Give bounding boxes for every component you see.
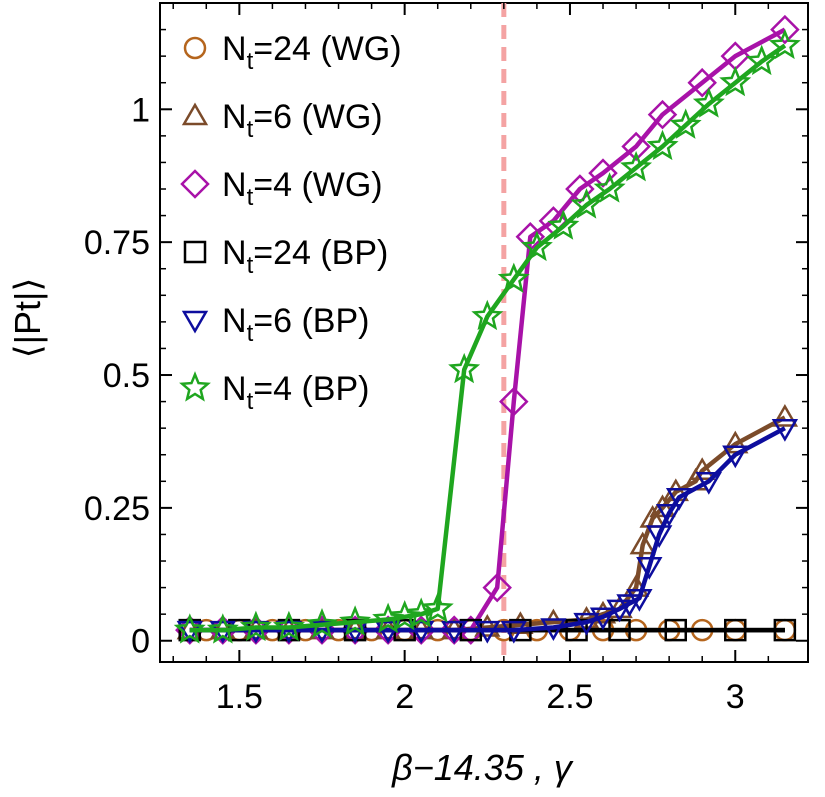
- data-point-nt-4-wg: [621, 131, 651, 162]
- x-tick-label: 2: [395, 678, 414, 716]
- data-point-nt-6-bp: [308, 620, 336, 644]
- data-point-nt-6-bp: [374, 620, 402, 644]
- data-point-nt-6-bp: [474, 620, 501, 644]
- series-line-nt-6-wg: [189, 415, 786, 633]
- data-point-nt-6-bp: [500, 620, 527, 644]
- legend-marker-nt-6-wg: [181, 102, 209, 126]
- data-point-nt-6-bp: [589, 607, 617, 631]
- data-point-nt-24-bp: [565, 618, 588, 642]
- data-point-nt-4-bp: [471, 299, 504, 331]
- data-point-nt-4-bp: [570, 188, 603, 219]
- data-point-nt-4-wg: [687, 67, 717, 98]
- data-point-nt-6-bp: [616, 594, 643, 617]
- data-point-nt-4-bp: [719, 65, 752, 97]
- x-tick-label: 3: [726, 678, 745, 716]
- data-point-nt-6-bp: [540, 618, 567, 641]
- data-point-nt-6-bp: [573, 612, 600, 636]
- data-point-nt-6-bp: [636, 557, 663, 580]
- data-point-nt-24-bp: [724, 618, 747, 642]
- legend-marker-nt-24-bp: [183, 240, 207, 264]
- data-point-nt-6-bp: [606, 599, 633, 623]
- legend-label-nt-24-bp: Nt=24 (BP): [222, 234, 388, 279]
- data-point-nt-4-wg: [499, 386, 529, 417]
- data-point-nt-6-bp: [771, 418, 799, 442]
- legend-marker-nt-4-bp: [179, 371, 211, 402]
- data-point-nt-6-wg: [771, 404, 799, 427]
- data-point-nt-6-wg: [629, 531, 656, 555]
- x-tick-label: 1.5: [216, 678, 263, 716]
- legend-marker-nt-6-bp: [181, 310, 209, 334]
- legend-label-nt-6-bp: Nt=6 (BP): [222, 302, 369, 347]
- data-point-nt-24-bp: [773, 618, 797, 642]
- data-point-nt-4-bp: [593, 172, 626, 203]
- data-point-nt-4-bp: [448, 352, 481, 384]
- legend-label-nt-4-wg: Nt=4 (WG): [222, 166, 383, 211]
- data-point-nt-6-bp: [626, 588, 653, 612]
- legend-label-nt-4-bp: Nt=4 (BP): [222, 370, 369, 415]
- data-point-nt-6-bp: [655, 503, 683, 527]
- data-point-nt-24-bp: [664, 618, 688, 642]
- data-point-nt-6-bp: [722, 445, 749, 469]
- y-tick-label: 1: [131, 91, 150, 129]
- data-point-nt-4-bp: [206, 613, 239, 644]
- data-point-nt-6-bp: [408, 620, 435, 644]
- plot-frame: [159, 2, 809, 663]
- legend-marker-nt-24-wg: [183, 36, 207, 60]
- data-point-nt-4-bp: [547, 209, 580, 240]
- data-point-nt-6-wg: [722, 430, 749, 454]
- data-point-nt-4-bp: [306, 607, 338, 639]
- y-tick-label: 0: [131, 623, 150, 661]
- data-point-nt-4-bp: [620, 150, 653, 182]
- legend-marker-nt-4-wg: [180, 169, 210, 199]
- data-point-nt-6-bp: [646, 525, 673, 548]
- data-point-nt-6-bp: [441, 620, 468, 644]
- data-point-nt-4-wg: [647, 99, 678, 130]
- data-point-nt-4-bp: [388, 599, 421, 631]
- y-tick-label: 0.75: [84, 224, 150, 262]
- data-point-nt-4-bp: [745, 44, 778, 76]
- x-tick-label: 2.5: [546, 678, 593, 716]
- data-point-nt-4-bp: [768, 28, 801, 60]
- data-point-nt-4-bp: [520, 230, 553, 262]
- data-point-nt-4-bp: [173, 613, 206, 644]
- data-point-nt-4-wg: [770, 14, 800, 45]
- data-point-nt-4-bp: [272, 610, 305, 642]
- data-point-nt-4-bp: [669, 108, 702, 139]
- data-point-nt-4-bp: [372, 602, 405, 634]
- data-point-nt-6-bp: [695, 472, 722, 495]
- data-point-nt-4-bp: [239, 610, 272, 642]
- data-point-nt-4-bp: [339, 605, 372, 636]
- data-point-nt-4-wg: [588, 158, 618, 188]
- data-point-nt-4-wg: [565, 174, 595, 204]
- data-point-nt-4-bp: [497, 262, 530, 293]
- y-axis-title: ⟨|Pt|⟩: [7, 278, 48, 359]
- x-axis-title: β−14.35 , γ: [391, 747, 574, 788]
- legend-label-nt-6-wg: Nt=6 (WG): [222, 98, 383, 143]
- legend-label-nt-24-wg: Nt=24 (WG): [222, 30, 402, 75]
- data-point-nt-4-bp: [646, 129, 679, 161]
- data-point-nt-4-bp: [421, 592, 454, 623]
- data-point-nt-4-wg: [482, 572, 512, 603]
- y-tick-label: 0.5: [103, 357, 150, 395]
- data-point-nt-6-bp: [665, 488, 693, 511]
- data-point-nt-4-bp: [692, 87, 725, 118]
- plot-elements: 1.5 2 2.5 3 0 0.25 0.5 0.75 1 Nt=24 (WG) Nt=6 (WG)…: [84, 2, 809, 716]
- y-tick-label: 0.25: [84, 490, 150, 528]
